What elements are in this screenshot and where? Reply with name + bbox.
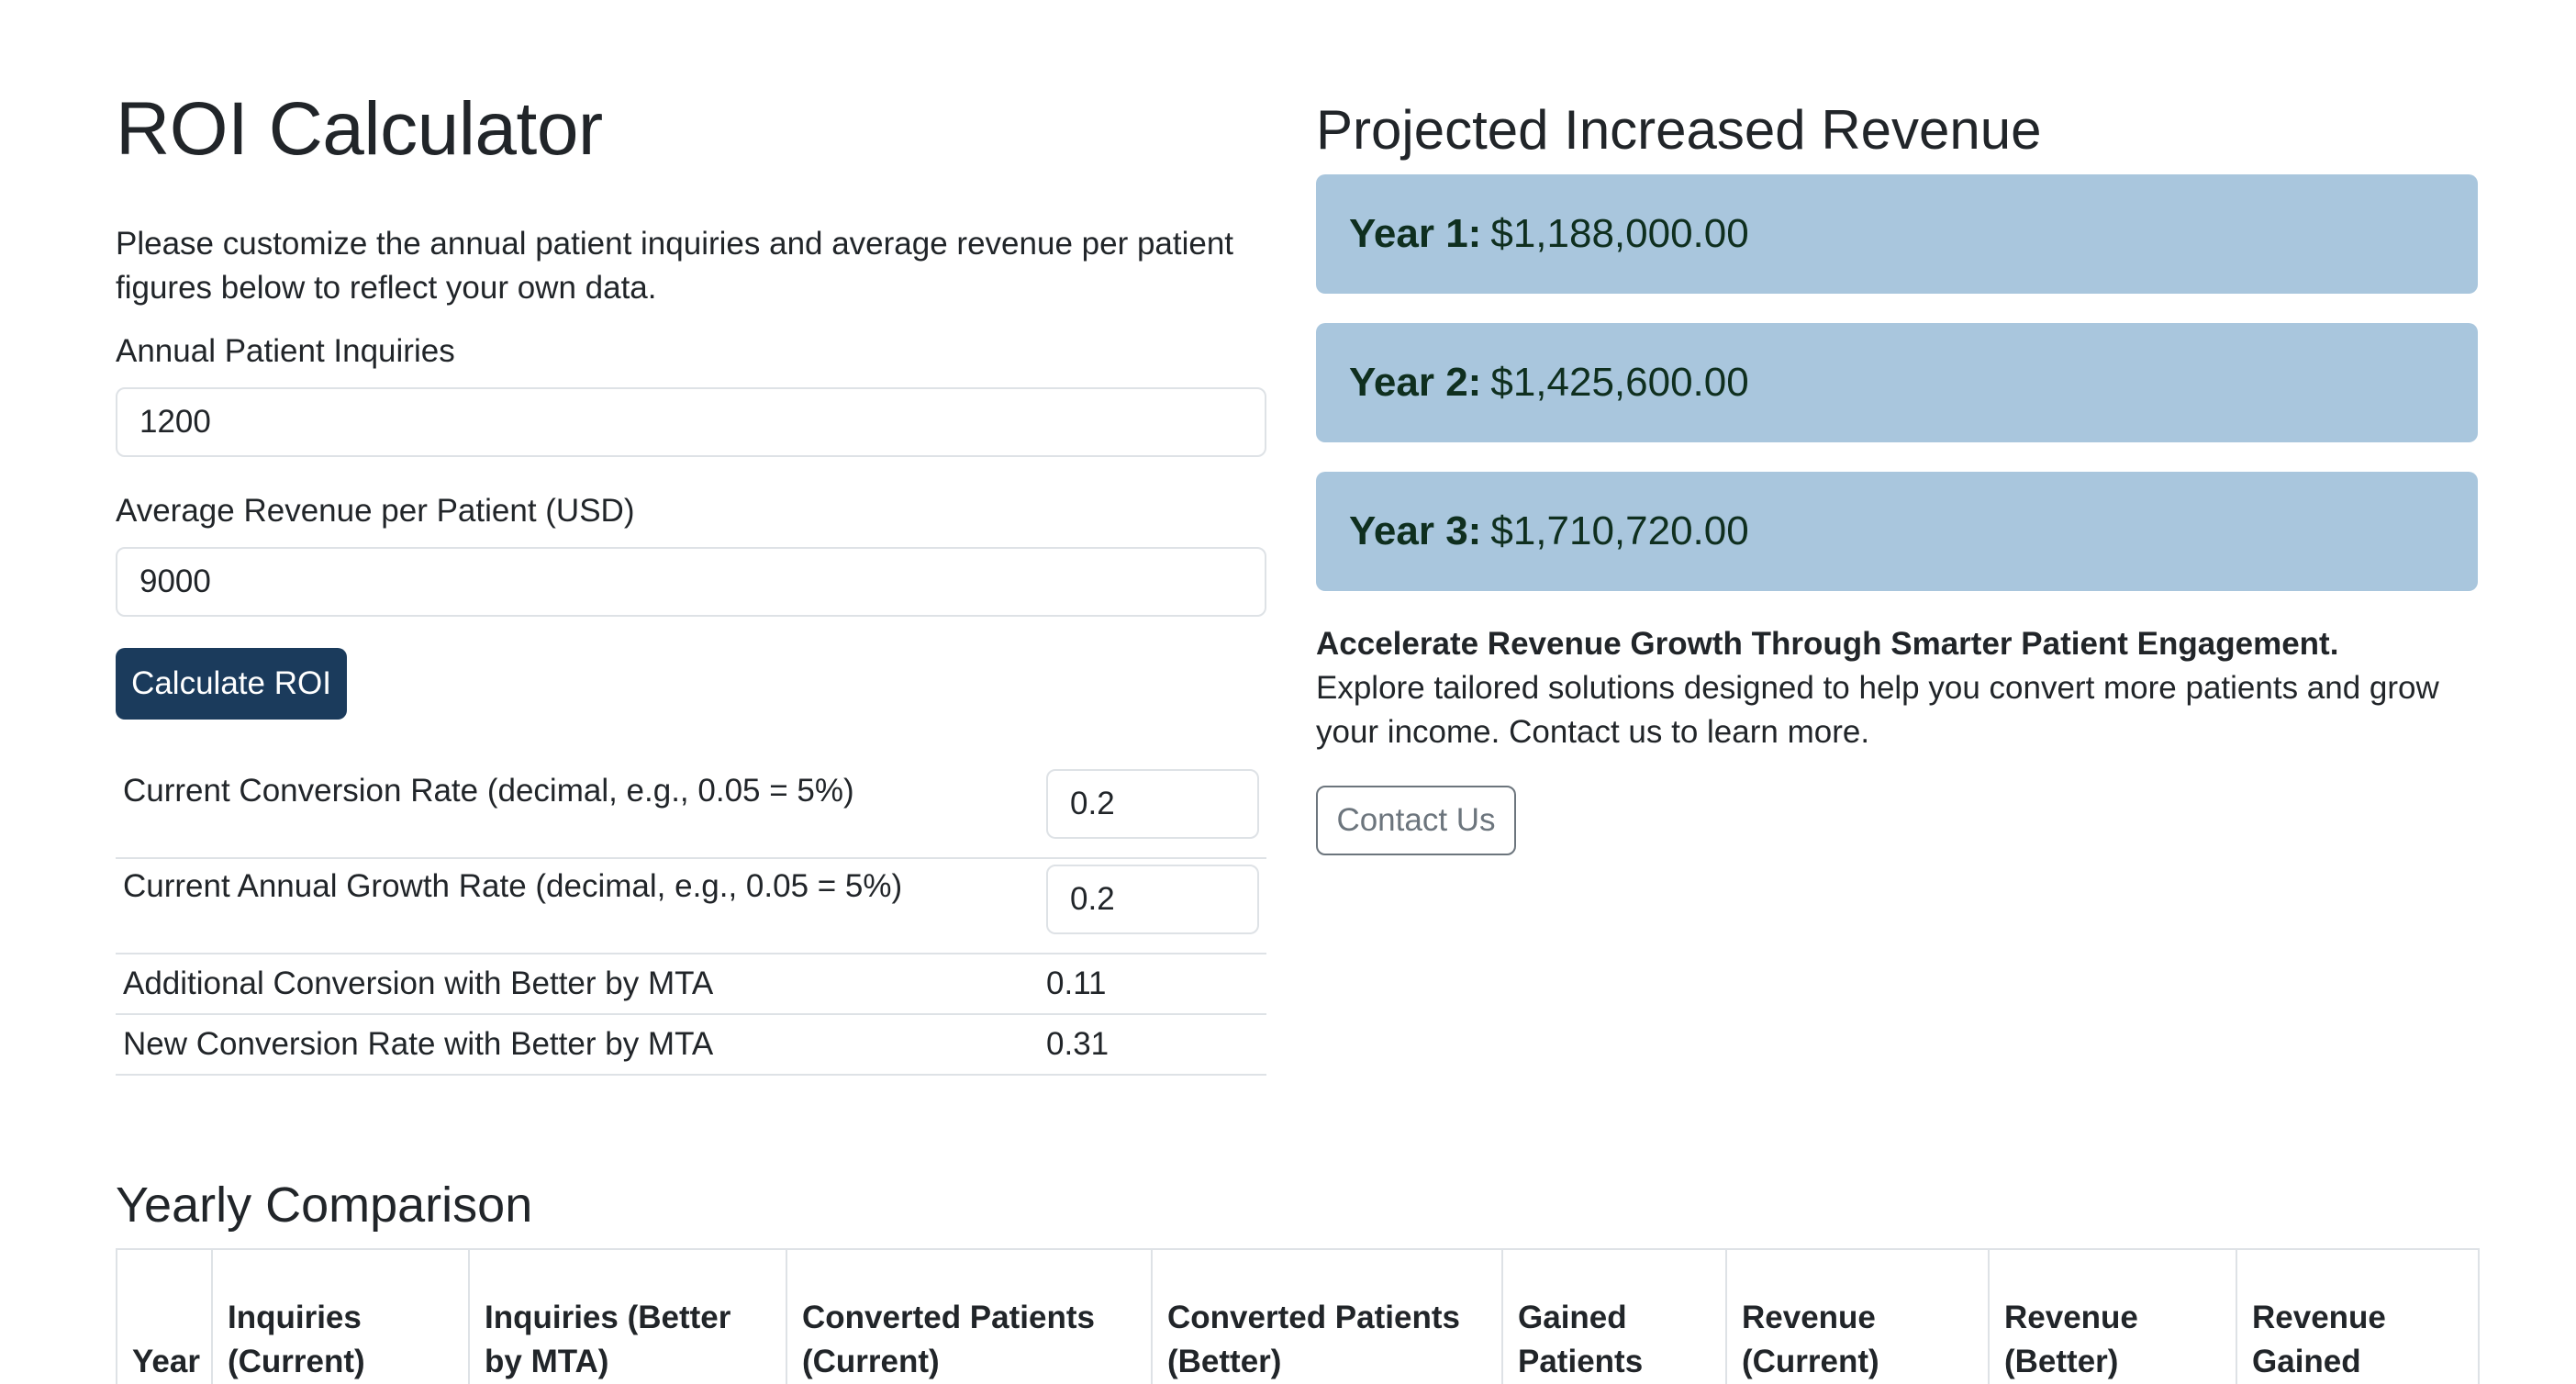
parameters-table: Current Conversion Rate (decimal, e.g., … xyxy=(116,764,1266,1076)
additional-conversion-label: Additional Conversion with Better by MTA xyxy=(116,954,1039,1015)
page-title: ROI Calculator xyxy=(116,87,603,171)
column-header-revenue-better: Revenue (Better) xyxy=(1988,1248,2237,1384)
inquiries-input[interactable] xyxy=(116,387,1266,457)
year-2-card: Year 2: $1,425,600.00 xyxy=(1316,323,2478,442)
table-row: Current Conversion Rate (decimal, e.g., … xyxy=(116,764,1266,859)
column-header-inquiries-current: Inquiries (Current) xyxy=(211,1248,470,1384)
comparison-title: Yearly Comparison xyxy=(116,1178,533,1233)
column-header-gained-patients: Gained Patients xyxy=(1501,1248,1727,1384)
table-row: New Conversion Rate with Better by MTA 0… xyxy=(116,1014,1266,1076)
calculate-roi-button[interactable]: Calculate ROI xyxy=(116,648,347,720)
column-header-revenue-current: Revenue (Current) xyxy=(1725,1248,1990,1384)
promo-title: Accelerate Revenue Growth Through Smarte… xyxy=(1316,626,2339,662)
growth-rate-cell xyxy=(1039,858,1266,954)
column-header-year: Year xyxy=(116,1248,213,1384)
growth-rate-label: Current Annual Growth Rate (decimal, e.g… xyxy=(116,858,1039,954)
table-row: Current Annual Growth Rate (decimal, e.g… xyxy=(116,858,1266,954)
growth-rate-input[interactable] xyxy=(1046,865,1259,934)
year-1-value: $1,188,000.00 xyxy=(1490,211,1749,256)
year-1-card: Year 1: $1,188,000.00 xyxy=(1316,174,2478,294)
inquiries-label: Annual Patient Inquiries xyxy=(116,333,455,369)
year-3-value: $1,710,720.00 xyxy=(1490,508,1749,553)
revenue-label: Average Revenue per Patient (USD) xyxy=(116,493,635,529)
table-row: Additional Conversion with Better by MTA… xyxy=(116,954,1266,1015)
contact-us-button[interactable]: Contact Us xyxy=(1316,786,1516,855)
new-conversion-value: 0.31 xyxy=(1039,1014,1266,1076)
additional-conversion-value: 0.11 xyxy=(1039,954,1266,1015)
year-3-card: Year 3: $1,710,720.00 xyxy=(1316,472,2478,591)
new-conversion-label: New Conversion Rate with Better by MTA xyxy=(116,1014,1039,1076)
year-2-value: $1,425,600.00 xyxy=(1490,360,1749,405)
conversion-rate-input[interactable] xyxy=(1046,769,1259,839)
comparison-header-row: Year Inquiries (Current) Inquiries (Bett… xyxy=(116,1248,2480,1384)
year-3-label: Year 3: xyxy=(1349,508,1482,553)
column-header-converted-better: Converted Patients (Better) xyxy=(1151,1248,1503,1384)
revenue-input[interactable] xyxy=(116,547,1266,617)
column-header-converted-current: Converted Patients (Current) xyxy=(786,1248,1153,1384)
comparison-table: Year Inquiries (Current) Inquiries (Bett… xyxy=(116,1248,2480,1384)
year-2-label: Year 2: xyxy=(1349,360,1482,405)
column-header-revenue-gained: Revenue Gained xyxy=(2236,1248,2480,1384)
conversion-rate-label: Current Conversion Rate (decimal, e.g., … xyxy=(116,764,1039,859)
projection-title: Projected Increased Revenue xyxy=(1316,99,2042,161)
column-header-inquiries-better: Inquiries (Better by MTA) xyxy=(468,1248,787,1384)
promo-text: Explore tailored solutions designed to h… xyxy=(1316,670,2439,750)
intro-text: Please customize the annual patient inqu… xyxy=(116,226,1234,306)
conversion-rate-cell xyxy=(1039,764,1266,859)
year-1-label: Year 1: xyxy=(1349,211,1482,256)
